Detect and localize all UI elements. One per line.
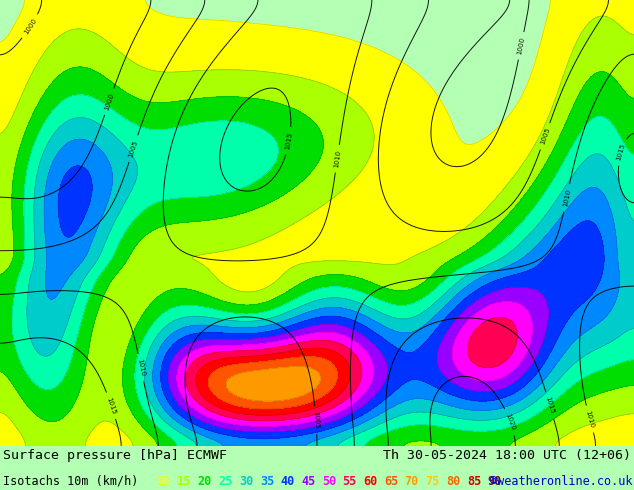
Text: Surface pressure [hPa] ECMWF: Surface pressure [hPa] ECMWF bbox=[3, 449, 227, 462]
Text: 1000: 1000 bbox=[103, 92, 115, 111]
Text: 60: 60 bbox=[363, 475, 378, 488]
Text: 55: 55 bbox=[342, 475, 357, 488]
Text: 70: 70 bbox=[404, 475, 419, 488]
Text: 30: 30 bbox=[239, 475, 254, 488]
Text: 50: 50 bbox=[322, 475, 336, 488]
Text: 10: 10 bbox=[157, 475, 171, 488]
Text: 1015: 1015 bbox=[616, 143, 626, 161]
Text: 1010: 1010 bbox=[333, 149, 342, 168]
Text: 1010: 1010 bbox=[562, 188, 571, 207]
Text: 40: 40 bbox=[280, 475, 295, 488]
Text: 1015: 1015 bbox=[285, 131, 294, 150]
Text: 90: 90 bbox=[488, 475, 501, 488]
Text: 1000: 1000 bbox=[23, 17, 37, 36]
Text: 35: 35 bbox=[260, 475, 274, 488]
Text: 1000: 1000 bbox=[517, 36, 526, 55]
Text: 1010: 1010 bbox=[136, 358, 146, 377]
Text: Isotachs 10m (km/h): Isotachs 10m (km/h) bbox=[3, 475, 139, 488]
Text: 1005: 1005 bbox=[540, 127, 551, 146]
Text: 1005: 1005 bbox=[128, 139, 139, 158]
Text: 80: 80 bbox=[446, 475, 460, 488]
Text: 75: 75 bbox=[425, 475, 439, 488]
Text: 1015: 1015 bbox=[105, 396, 117, 415]
Text: 20: 20 bbox=[198, 475, 212, 488]
Text: 65: 65 bbox=[384, 475, 398, 488]
Text: 1010: 1010 bbox=[585, 410, 595, 429]
Text: 85: 85 bbox=[467, 475, 481, 488]
Text: 45: 45 bbox=[301, 475, 316, 488]
Text: 1020: 1020 bbox=[504, 413, 516, 431]
Text: 1005: 1005 bbox=[313, 411, 320, 429]
Text: ©weatheronline.co.uk: ©weatheronline.co.uk bbox=[489, 475, 632, 488]
Text: 1015: 1015 bbox=[545, 396, 555, 415]
Text: Th 30-05-2024 18:00 UTC (12+06): Th 30-05-2024 18:00 UTC (12+06) bbox=[383, 449, 631, 462]
Text: 25: 25 bbox=[218, 475, 233, 488]
Text: 15: 15 bbox=[177, 475, 191, 488]
